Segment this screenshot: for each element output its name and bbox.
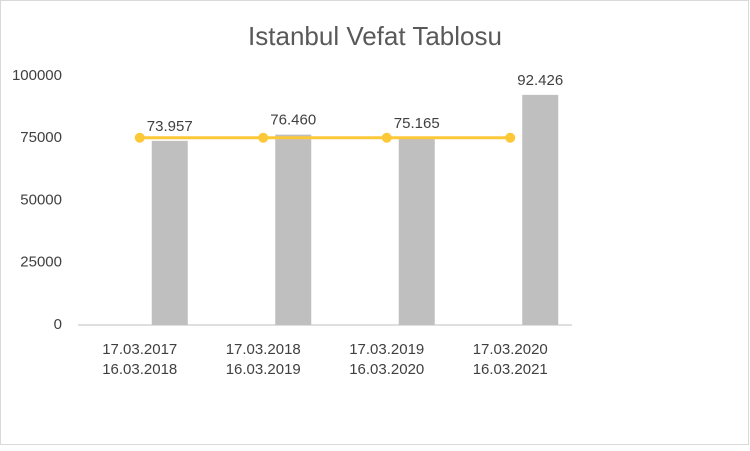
data-label: 73.957 bbox=[147, 118, 193, 135]
y-tick-label: 0 bbox=[54, 316, 62, 333]
bar bbox=[151, 140, 188, 325]
bar bbox=[522, 94, 559, 326]
x-tick-label: 17.03.2019 bbox=[349, 341, 424, 358]
x-tick-label: 16.03.2021 bbox=[473, 361, 548, 378]
x-tick-label: 17.03.2018 bbox=[226, 341, 301, 358]
line-marker bbox=[134, 132, 145, 143]
data-label: 75.165 bbox=[394, 115, 440, 132]
line-marker bbox=[505, 132, 516, 143]
data-label: 76.460 bbox=[270, 112, 316, 129]
x-tick-label: 16.03.2019 bbox=[226, 361, 301, 378]
line-marker bbox=[258, 132, 269, 143]
y-tick-label: 25000 bbox=[20, 254, 62, 271]
bar bbox=[275, 134, 312, 325]
y-tick-label: 100000 bbox=[12, 67, 62, 84]
data-label: 92.426 bbox=[517, 72, 563, 89]
chart-title: Istanbul Vefat Tablosu bbox=[248, 21, 502, 51]
y-tick-label: 50000 bbox=[20, 191, 62, 208]
x-tick-label: 17.03.2017 bbox=[102, 341, 177, 358]
x-tick-label: 17.03.2020 bbox=[473, 341, 548, 358]
x-tick-label: 16.03.2020 bbox=[349, 361, 424, 378]
x-tick-label: 16.03.2018 bbox=[102, 361, 177, 378]
bar bbox=[398, 137, 435, 325]
line-marker bbox=[381, 132, 392, 143]
y-tick-label: 75000 bbox=[20, 129, 62, 146]
